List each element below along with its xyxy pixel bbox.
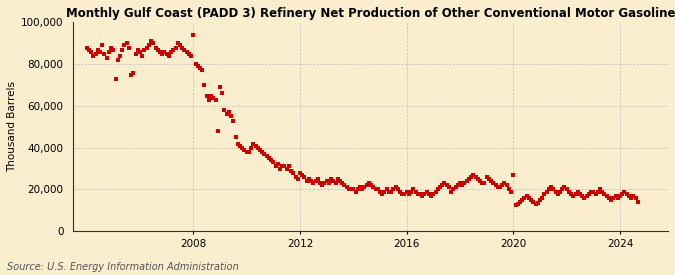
- Y-axis label: Thousand Barrels: Thousand Barrels: [7, 81, 17, 172]
- Title: Monthly Gulf Coast (PADD 3) Refinery Net Production of Other Conventional Motor : Monthly Gulf Coast (PADD 3) Refinery Net…: [66, 7, 675, 20]
- Text: Source: U.S. Energy Information Administration: Source: U.S. Energy Information Administ…: [7, 262, 238, 272]
